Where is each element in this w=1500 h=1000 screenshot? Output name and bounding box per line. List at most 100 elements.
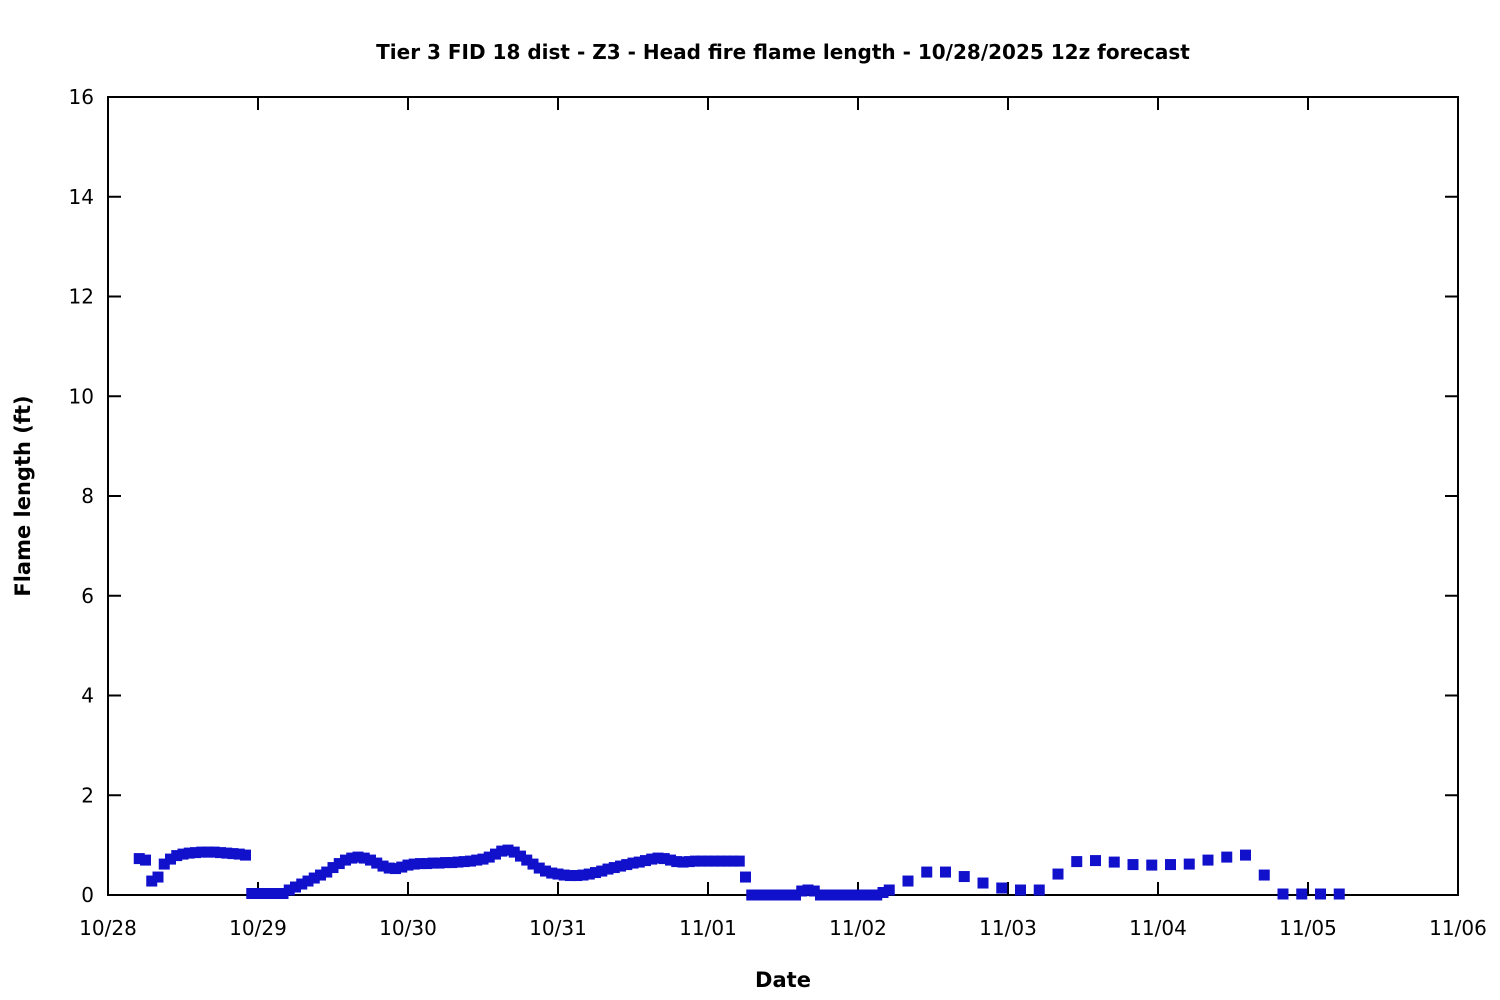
- data-point: [808, 885, 820, 897]
- chart-title: Tier 3 FID 18 dist - Z3 - Head fire flam…: [376, 40, 1190, 64]
- y-axis-ticks: [108, 96, 1458, 896]
- x-tick-label: 10/30: [379, 916, 437, 940]
- data-point: [833, 889, 845, 901]
- data-point: [596, 865, 608, 877]
- data-point: [1296, 888, 1308, 900]
- data-point: [783, 889, 795, 901]
- data-point: [721, 855, 733, 867]
- x-tick-label: 10/28: [79, 916, 137, 940]
- data-point: [608, 862, 620, 874]
- data-point: [390, 863, 401, 875]
- data-point: [433, 857, 445, 869]
- data-point: [1277, 888, 1289, 900]
- x-tick-label: 11/01: [679, 916, 737, 940]
- data-point: [290, 881, 301, 893]
- data-point: [1333, 888, 1345, 900]
- data-point: [1033, 884, 1045, 896]
- data-point: [133, 853, 145, 865]
- data-point: [177, 848, 189, 860]
- data-point: [527, 858, 539, 870]
- y-tick-labels: 0 2 4 6 8 10 12 14 16: [69, 85, 94, 907]
- data-point: [196, 846, 208, 858]
- data-point: [346, 852, 358, 864]
- data-point: [621, 859, 633, 871]
- data-point: [371, 857, 383, 869]
- data-point: [1240, 849, 1251, 861]
- data-point: [1146, 859, 1158, 871]
- data-point: [977, 877, 989, 889]
- data-point: [871, 889, 883, 901]
- data-point: [746, 889, 758, 901]
- data-point: [483, 851, 495, 863]
- data-point: [627, 857, 639, 869]
- y-tick-label: 14: [69, 185, 94, 209]
- data-point: [1071, 856, 1083, 868]
- data-point: [752, 889, 764, 901]
- data-point: [533, 862, 545, 874]
- data-point: [296, 878, 308, 890]
- data-point: [365, 854, 376, 866]
- data-point: [1258, 869, 1270, 881]
- data-point: [377, 860, 389, 872]
- data-point: [171, 850, 183, 862]
- data-point: [415, 858, 426, 870]
- data-point: [152, 871, 164, 883]
- data-point: [708, 855, 720, 867]
- x-tick-label: 11/04: [1129, 916, 1187, 940]
- data-point: [883, 884, 895, 896]
- data-point: [302, 875, 314, 887]
- data-point: [996, 882, 1008, 894]
- data-point: [1052, 868, 1064, 880]
- data-point: [271, 888, 283, 900]
- data-point: [252, 888, 264, 900]
- data-point: [333, 858, 345, 870]
- data-point: [940, 866, 951, 878]
- y-tick-label: 2: [81, 783, 94, 807]
- data-point: [671, 856, 683, 868]
- data-point: [521, 854, 533, 866]
- y-tick-label: 4: [81, 684, 94, 708]
- data-point: [408, 858, 420, 870]
- data-point: [396, 861, 408, 873]
- data-point: [571, 870, 583, 882]
- data-point: [421, 858, 433, 870]
- data-point: [1015, 884, 1026, 896]
- data-point: [665, 854, 676, 866]
- data-point: [715, 855, 726, 867]
- data-point: [577, 869, 589, 881]
- data-point: [583, 868, 595, 880]
- data-point: [1165, 859, 1176, 871]
- data-point: [1183, 858, 1195, 870]
- data-point: [677, 856, 689, 868]
- data-point: [227, 848, 239, 860]
- data-point: [183, 847, 195, 859]
- data-point: [446, 857, 458, 869]
- data-point: [646, 853, 658, 865]
- data-point: [1127, 859, 1139, 871]
- data-point: [771, 889, 783, 901]
- data-point: [615, 860, 626, 872]
- data-point: [602, 863, 614, 875]
- data-point: [727, 855, 739, 867]
- data-point: [277, 888, 289, 900]
- data-point: [846, 889, 858, 901]
- data-point: [240, 849, 251, 861]
- data-point: [702, 855, 714, 867]
- data-point: [440, 857, 451, 869]
- data-point: [477, 853, 489, 865]
- data-point: [858, 889, 870, 901]
- data-point: [558, 869, 570, 881]
- data-point: [790, 889, 801, 901]
- data-point: [221, 847, 233, 859]
- data-point: [690, 855, 701, 867]
- y-tick-label: 0: [81, 883, 94, 907]
- data-point: [327, 862, 339, 874]
- data-point: [502, 844, 514, 856]
- data-point: [1315, 888, 1326, 900]
- data-point: [840, 889, 851, 901]
- data-point: [352, 851, 364, 863]
- y-tick-label: 10: [69, 384, 94, 408]
- y-tick-label: 12: [69, 285, 94, 309]
